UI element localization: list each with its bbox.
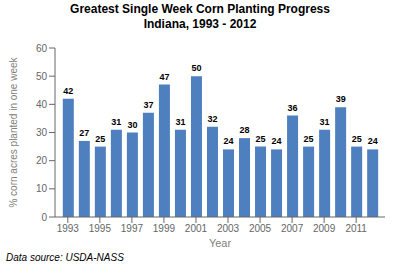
svg-text:60: 60 — [36, 43, 48, 54]
svg-text:1993: 1993 — [57, 223, 80, 234]
svg-text:37: 37 — [143, 100, 153, 110]
svg-text:24: 24 — [223, 136, 233, 146]
html-text:Indiana, 1993 - 2012: Indiana, 1993 - 2012 — [143, 17, 257, 31]
svg-text:% corn acres planted in one we: % corn acres planted in one week — [8, 56, 19, 207]
svg-text:25: 25 — [256, 134, 266, 144]
svg-text:24: 24 — [272, 136, 282, 146]
svg-text:36: 36 — [288, 103, 298, 113]
svg-text:Year: Year — [209, 237, 232, 249]
svg-text:30: 30 — [36, 127, 48, 138]
svg-text:50: 50 — [191, 63, 201, 73]
svg-text:39: 39 — [336, 94, 346, 104]
svg-text:10: 10 — [36, 183, 48, 194]
svg-text:2011: 2011 — [345, 223, 367, 234]
svg-text:2001: 2001 — [185, 223, 208, 234]
svg-text:31: 31 — [111, 117, 121, 127]
svg-text:31: 31 — [320, 117, 330, 127]
svg-text:2007: 2007 — [281, 223, 304, 234]
svg-text:1997: 1997 — [121, 223, 144, 234]
svg-text:27: 27 — [79, 128, 89, 138]
svg-text:25: 25 — [352, 134, 362, 144]
svg-text:20: 20 — [36, 155, 48, 166]
svg-text:24: 24 — [368, 136, 378, 146]
svg-text:1999: 1999 — [153, 223, 176, 234]
svg-text:47: 47 — [159, 72, 169, 82]
svg-text:25: 25 — [304, 134, 314, 144]
svg-text:2003: 2003 — [217, 223, 240, 234]
svg-text:2009: 2009 — [313, 223, 336, 234]
svg-text:40: 40 — [36, 99, 48, 110]
svg-text:2005: 2005 — [249, 223, 272, 234]
svg-text:0: 0 — [41, 212, 47, 223]
svg-text:50: 50 — [36, 71, 48, 82]
svg-text:1995: 1995 — [89, 223, 112, 234]
svg-text:32: 32 — [207, 114, 217, 124]
svg-text:42: 42 — [63, 86, 73, 96]
html-text:Data source: USDA-NASS: Data source: USDA-NASS — [6, 252, 124, 263]
svg-text:31: 31 — [175, 117, 185, 127]
svg-text:28: 28 — [240, 125, 250, 135]
html-text:Greatest Single Week Corn Plan: Greatest Single Week Corn Planting Progr… — [70, 2, 330, 16]
svg-text:30: 30 — [127, 120, 137, 130]
svg-text:25: 25 — [95, 134, 105, 144]
